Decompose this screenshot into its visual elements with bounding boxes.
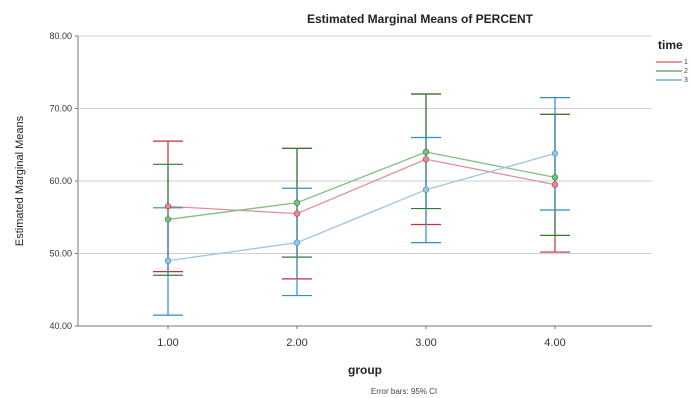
chart-title: Estimated Marginal Means of PERCENT <box>307 12 534 26</box>
legend-label: 3 <box>684 77 688 84</box>
x-tick-label: 1.00 <box>157 337 178 349</box>
x-tick-label: 4.00 <box>544 337 565 349</box>
y-tick-label: 80.00 <box>49 31 72 41</box>
y-tick-label: 50.00 <box>49 249 72 259</box>
x-tick-label: 2.00 <box>286 337 307 349</box>
y-tick-labels: 40.00 50.00 60.00 70.00 80.00 <box>49 31 72 331</box>
legend-label: 2 <box>684 68 688 75</box>
data-point <box>164 257 172 264</box>
error-bars-note: Error bars: 95% CI <box>371 387 437 396</box>
series-line-time-2 <box>167 151 556 221</box>
data-points <box>164 148 559 264</box>
legend: time 1 2 3 <box>656 38 688 84</box>
legend-title: time <box>658 38 683 52</box>
data-point <box>551 150 559 157</box>
legend-label: 1 <box>684 59 688 66</box>
y-tick-label: 40.00 <box>49 321 72 331</box>
data-point <box>293 210 301 217</box>
gridlines <box>75 35 652 327</box>
data-point <box>293 199 301 206</box>
y-tick-label: 70.00 <box>49 104 72 114</box>
data-point <box>551 181 559 188</box>
series-line-time-1 <box>167 158 556 215</box>
data-point <box>293 239 301 246</box>
data-point <box>422 186 430 193</box>
x-axis-title: group <box>348 363 382 377</box>
series-lines <box>167 151 556 262</box>
series-line-time-3 <box>167 152 556 262</box>
data-point <box>164 203 172 210</box>
data-point <box>422 148 430 156</box>
y-tick-label: 60.00 <box>49 176 72 186</box>
x-tick-labels: 1.00 2.00 3.00 4.00 <box>157 326 566 349</box>
data-point <box>422 156 430 163</box>
data-point <box>551 174 559 181</box>
error-bars <box>153 93 570 316</box>
y-axis-title: Estimated Marginal Means <box>14 115 26 246</box>
x-tick-label: 3.00 <box>415 337 436 349</box>
data-point <box>164 216 172 223</box>
